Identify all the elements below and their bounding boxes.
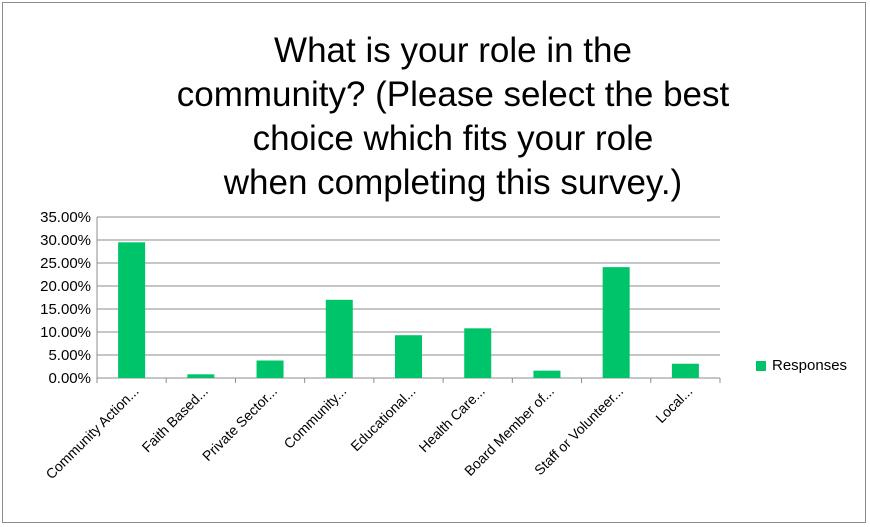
- bar: [533, 370, 561, 378]
- x-category-label: Community...: [281, 383, 350, 452]
- chart-title-line: choice which fits your role: [252, 119, 654, 158]
- bar: [187, 374, 215, 378]
- bar: [671, 363, 699, 378]
- y-tick-label: 15.00%: [40, 301, 91, 318]
- x-category-label: Faith Based...: [139, 383, 211, 455]
- y-tick-label: 35.00%: [40, 209, 91, 226]
- y-tick-label: 20.00%: [40, 278, 91, 295]
- legend: Responses: [756, 357, 847, 374]
- x-category-label: Educational...: [347, 383, 418, 454]
- chart-title: What is your role in the community? (Ple…: [103, 29, 803, 205]
- legend-swatch: [756, 360, 766, 371]
- y-tick-label: 30.00%: [40, 232, 91, 249]
- chart-title-line: What is your role in the: [274, 31, 632, 70]
- y-tick-label: 0.00%: [48, 370, 91, 387]
- y-tick-label: 10.00%: [40, 324, 91, 341]
- chart-title-line: when completing this survey.): [223, 163, 683, 202]
- x-category-label: Community Action...: [42, 383, 141, 482]
- plot-area: 0.00% 5.00% 10.00% 15.00% 20.00% 25.00% 30.00%…: [40, 209, 721, 482]
- bar: [395, 335, 422, 378]
- bar: [256, 360, 284, 378]
- x-category-label: Health Care...: [415, 383, 487, 455]
- bar: [118, 242, 146, 378]
- x-category-label: Local...: [652, 383, 695, 426]
- chart-title-line: community? (Please select the best: [176, 75, 730, 114]
- y-tick-label: 5.00%: [48, 347, 91, 364]
- y-tick-label: 25.00%: [40, 255, 91, 272]
- legend-label: Responses: [772, 357, 848, 374]
- bar: [325, 299, 353, 378]
- bar: [602, 267, 630, 378]
- x-category-label: Private Sector...: [199, 383, 280, 464]
- bar: [464, 328, 492, 378]
